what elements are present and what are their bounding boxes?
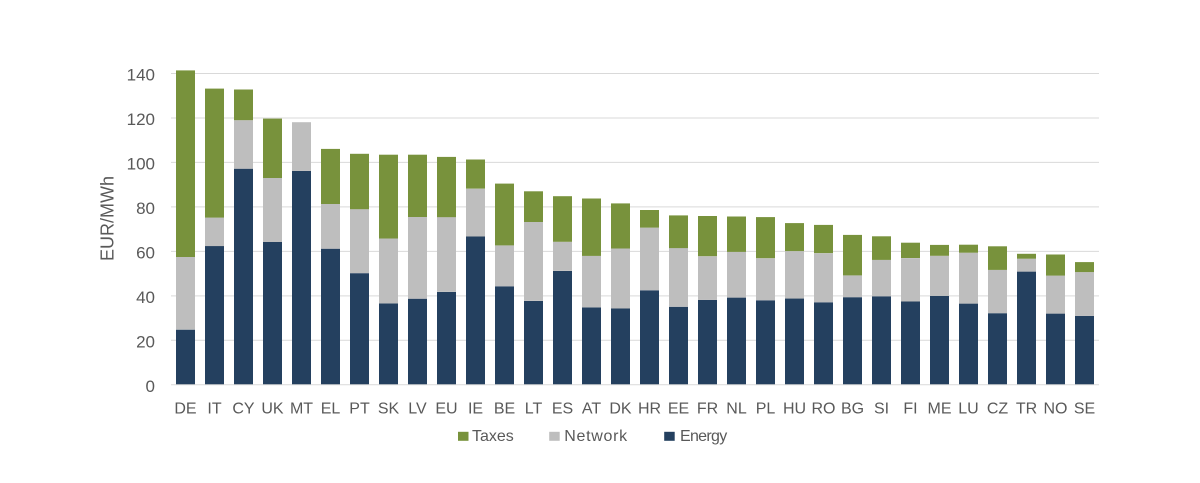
svg-text:SI: SI [874, 401, 889, 418]
svg-text:EL: EL [321, 401, 341, 418]
svg-text:HR: HR [638, 401, 661, 418]
svg-text:PL: PL [756, 401, 776, 418]
svg-text:EU: EU [435, 401, 457, 418]
svg-text:LV: LV [408, 401, 427, 418]
svg-text:40: 40 [136, 288, 155, 307]
svg-text:20: 20 [136, 333, 155, 352]
svg-text:ME: ME [928, 401, 952, 418]
svg-text:BE: BE [494, 401, 515, 418]
svg-text:DK: DK [609, 401, 632, 418]
svg-text:SE: SE [1074, 401, 1095, 418]
svg-text:FR: FR [697, 401, 718, 418]
svg-text:LT: LT [525, 401, 543, 418]
svg-text:Energy: Energy [680, 428, 727, 445]
svg-text:LU: LU [958, 401, 978, 418]
svg-text:NO: NO [1044, 401, 1068, 418]
svg-text:Network: Network [564, 428, 628, 445]
svg-text:UK: UK [261, 401, 284, 418]
svg-text:IT: IT [207, 401, 221, 418]
svg-text:0: 0 [146, 377, 155, 396]
svg-text:CZ: CZ [987, 401, 1009, 418]
svg-text:CY: CY [232, 401, 255, 418]
svg-text:SK: SK [378, 401, 400, 418]
svg-text:RO: RO [812, 401, 836, 418]
svg-text:ES: ES [552, 401, 573, 418]
svg-text:120: 120 [127, 110, 155, 129]
svg-text:140: 140 [127, 66, 155, 85]
svg-text:PT: PT [349, 401, 370, 418]
svg-text:EE: EE [668, 401, 689, 418]
svg-text:100: 100 [127, 155, 155, 174]
svg-text:Taxes: Taxes [472, 428, 514, 445]
svg-text:TR: TR [1016, 401, 1037, 418]
svg-text:BG: BG [841, 401, 864, 418]
svg-text:AT: AT [582, 401, 601, 418]
svg-text:MT: MT [290, 401, 313, 418]
svg-text:NL: NL [726, 401, 747, 418]
svg-text:80: 80 [136, 199, 155, 218]
svg-text:60: 60 [136, 244, 155, 263]
svg-text:EUR/MWh: EUR/MWh [98, 176, 118, 261]
svg-text:FI: FI [903, 401, 917, 418]
svg-text:HU: HU [783, 401, 806, 418]
svg-text:DE: DE [174, 401, 196, 418]
svg-text:IE: IE [468, 401, 483, 418]
